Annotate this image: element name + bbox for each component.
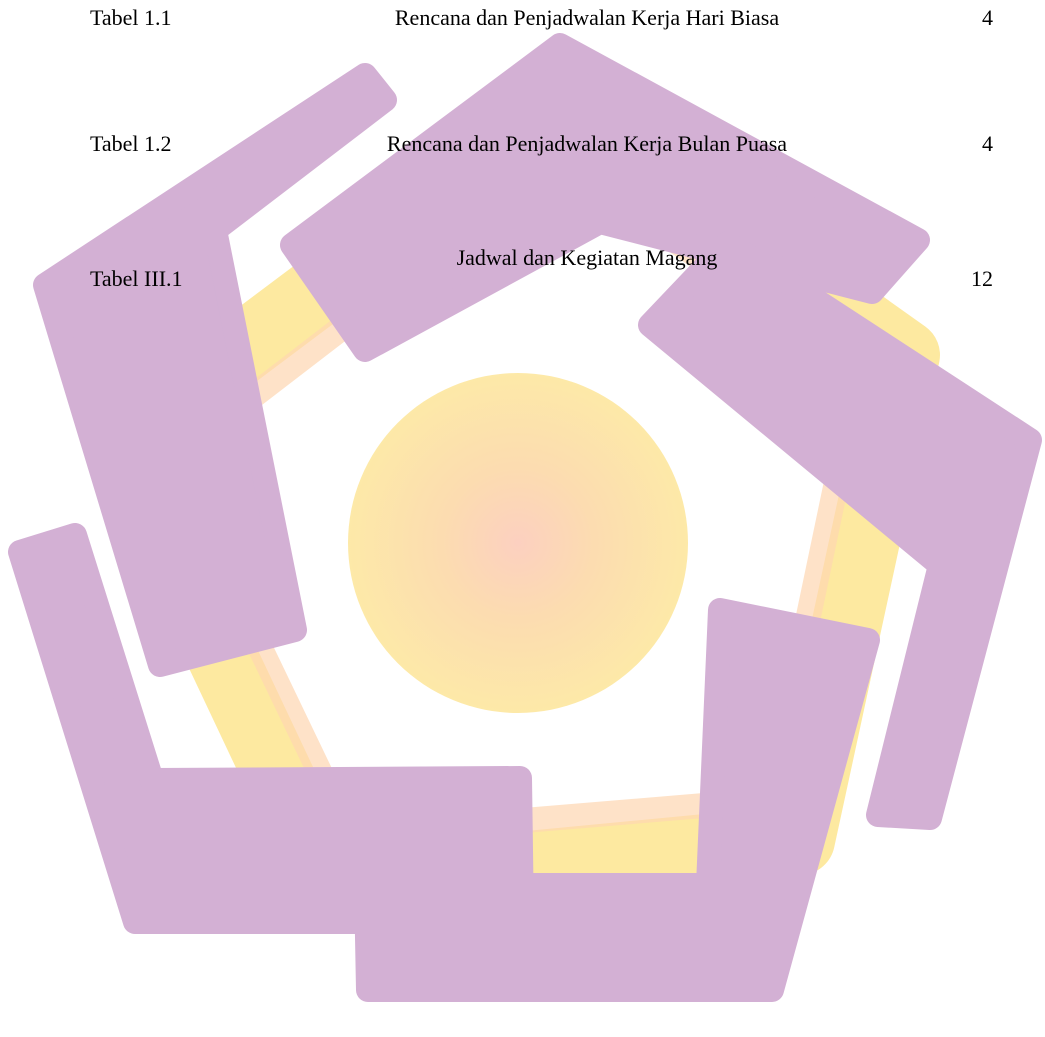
- table-title: Jadwal dan Kegiatan Magang: [457, 247, 718, 269]
- table-number: Tabel 1.2: [90, 133, 172, 155]
- table-number: Tabel III.1: [90, 268, 183, 290]
- page-number: 4: [982, 133, 993, 155]
- page-number: 12: [971, 268, 993, 290]
- page: Tabel 1.1 Rencana dan Penjadwalan Kerja …: [0, 0, 1045, 1037]
- table-title: Rencana dan Penjadwalan Kerja Hari Biasa: [395, 7, 779, 29]
- page-number: 4: [982, 7, 993, 29]
- table-title: Rencana dan Penjadwalan Kerja Bulan Puas…: [387, 133, 787, 155]
- watermark-circle: [348, 373, 688, 713]
- table-number: Tabel 1.1: [90, 7, 172, 29]
